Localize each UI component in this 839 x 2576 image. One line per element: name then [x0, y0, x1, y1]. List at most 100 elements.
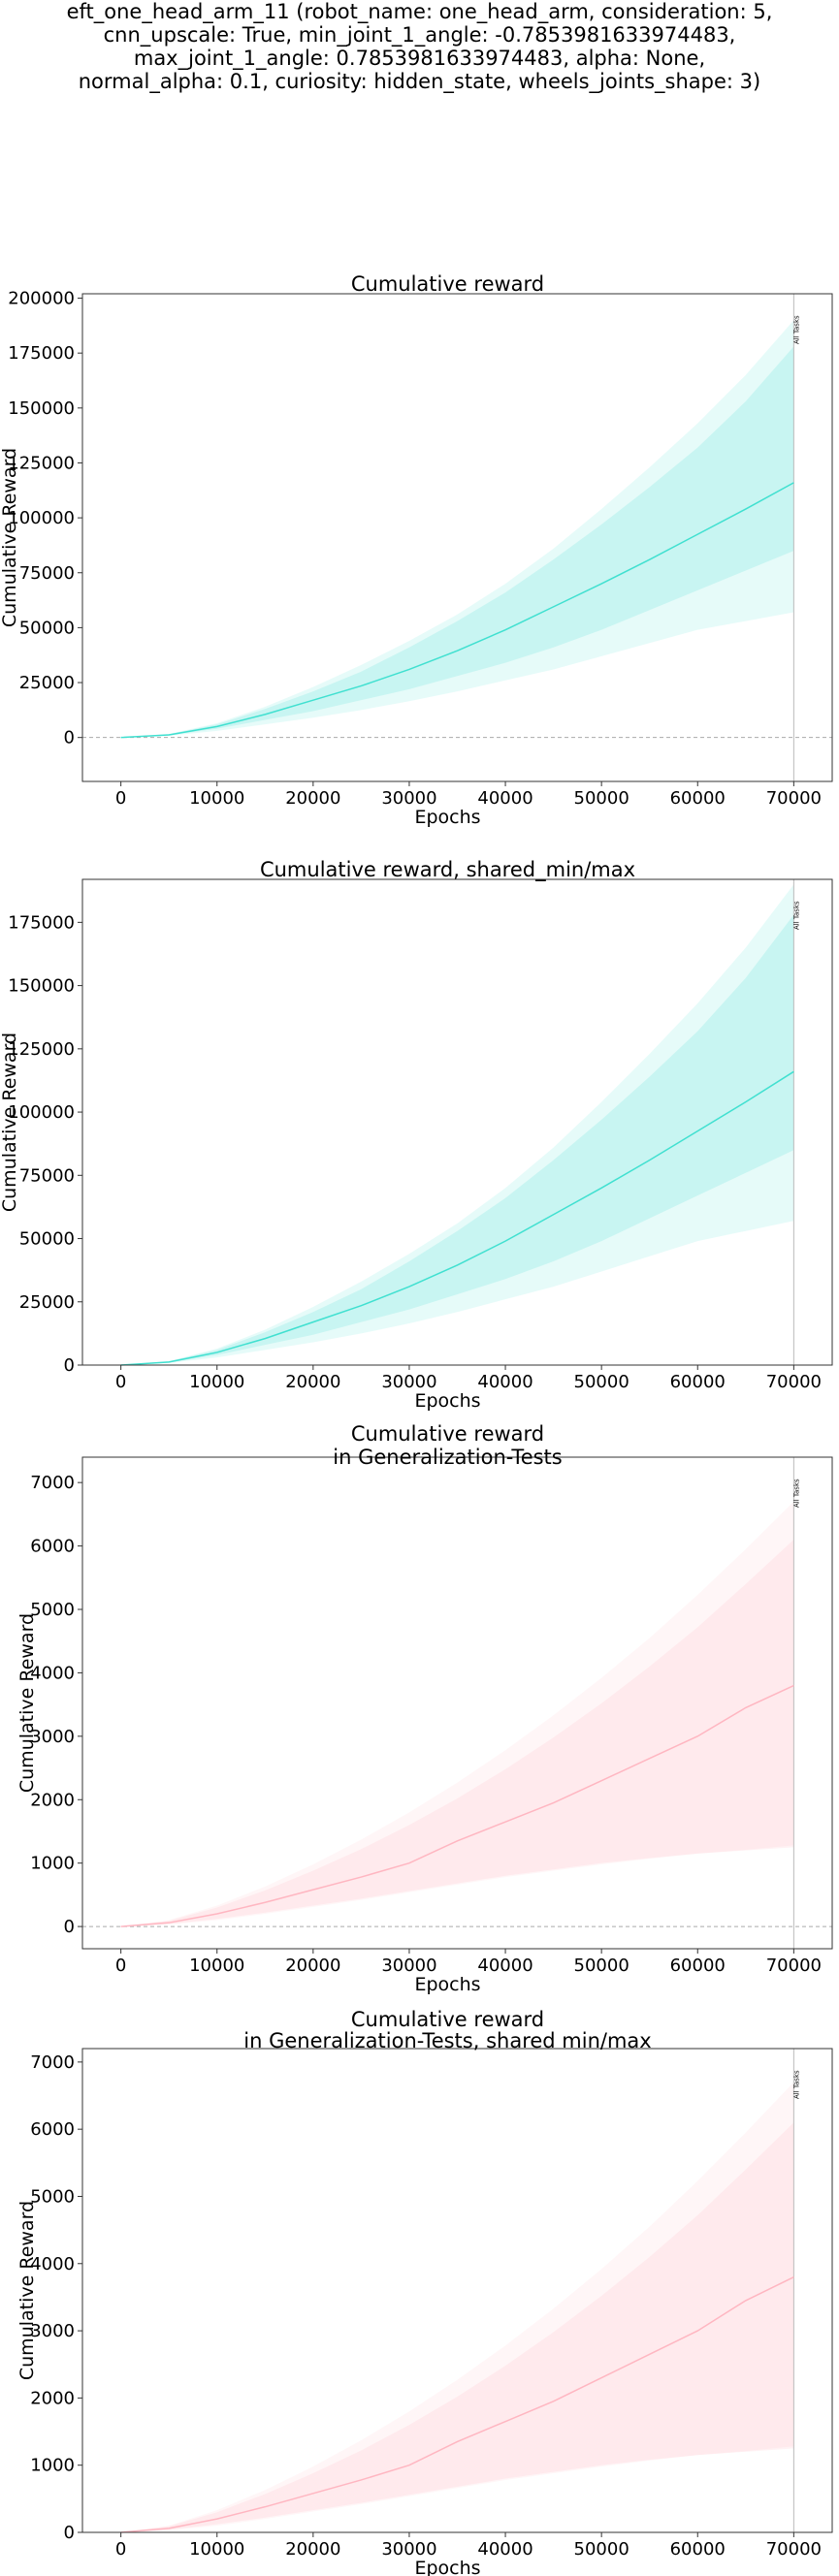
y-tick-label: 25000	[19, 1292, 75, 1313]
y-axis-label: Cumulative Reward	[16, 1613, 38, 1793]
x-tick-label: 10000	[189, 788, 244, 809]
plot-frame	[81, 2048, 833, 2533]
y-tick-label: 1000	[30, 2456, 75, 2476]
x-tick-label: 60000	[670, 1372, 726, 1392]
y-axis-label: Cumulative Reward	[0, 1033, 20, 1212]
all-tasks-label: All Tasks	[792, 1479, 800, 1508]
all-tasks-label: All Tasks	[792, 315, 800, 344]
x-tick-label: 0	[115, 1372, 126, 1392]
x-tick-label: 0	[115, 788, 126, 809]
y-tick-label: 0	[64, 2523, 75, 2543]
y-tick-label: 125000	[8, 453, 75, 473]
suptitle-line: normal_alpha: 0.1, curiosity: hidden_sta…	[78, 70, 761, 93]
x-tick-label: 70000	[766, 2539, 822, 2560]
y-tick-label: 150000	[8, 976, 75, 997]
x-tick-label: 70000	[766, 788, 822, 809]
y-tick-label: 175000	[8, 912, 75, 933]
suptitle-line: eft_one_head_arm_11 (robot_name: one_hea…	[66, 0, 773, 23]
y-tick-label: 200000	[8, 289, 75, 309]
y-tick-label: 3000	[30, 2321, 75, 2341]
y-tick-label: 5000	[30, 1600, 75, 1620]
x-tick-label: 30000	[381, 2539, 436, 2560]
x-axis-label: Epochs	[414, 1974, 480, 1995]
x-tick-label: 20000	[285, 1372, 340, 1392]
x-tick-label: 50000	[574, 1372, 629, 1392]
x-tick-label: 60000	[670, 788, 726, 809]
y-tick-label: 50000	[19, 618, 75, 638]
y-tick-label: 2000	[30, 2388, 75, 2408]
y-tick-label: 150000	[8, 398, 75, 419]
x-tick-label: 10000	[189, 1956, 244, 1976]
y-tick-label: 75000	[19, 1165, 75, 1186]
y-axis-label: Cumulative Reward	[16, 2201, 38, 2380]
plot-frame	[81, 1456, 833, 1950]
x-axis-label: Epochs	[414, 807, 480, 828]
y-tick-label: 0	[64, 1355, 75, 1376]
x-tick-label: 70000	[766, 1956, 822, 1976]
inner-band	[120, 346, 794, 738]
x-tick-label: 30000	[381, 788, 436, 809]
y-tick-label: 50000	[19, 1229, 75, 1250]
outer-band	[120, 884, 794, 1365]
x-tick-label: 60000	[670, 2539, 726, 2560]
x-tick-label: 40000	[477, 1372, 532, 1392]
x-tick-label: 20000	[285, 2539, 340, 2560]
y-axis-label: Cumulative Reward	[0, 448, 20, 627]
chart-2: All Tasks 0 10000 20000 30000 40000 50000 60000…	[0, 858, 833, 1412]
mean-line	[120, 482, 794, 739]
x-tick-label: 70000	[766, 1372, 822, 1392]
outer-band	[120, 2082, 794, 2532]
x-tick-label: 0	[115, 1956, 126, 1976]
chart-title: in Generalization-Tests	[333, 1446, 562, 1469]
chart-title: in Generalization-Tests, shared min/max	[243, 2029, 651, 2052]
x-tick-label: 0	[115, 2539, 126, 2560]
outer-band	[120, 320, 794, 738]
y-tick-label: 2000	[30, 1790, 75, 1810]
suptitle-line: max_joint_1_angle: 0.7853981633974483, a…	[133, 47, 706, 70]
y-tick-label: 4000	[30, 2254, 75, 2274]
x-axis-label: Epochs	[414, 2558, 480, 2576]
mean-line	[120, 1070, 794, 1366]
x-axis-label: Epochs	[414, 1390, 480, 1412]
mean-line	[120, 1684, 794, 1927]
y-tick-label: 5000	[30, 2186, 75, 2207]
y-tick-label: 0	[64, 728, 75, 748]
inner-band	[120, 1540, 794, 1927]
y-tick-label: 3000	[30, 1727, 75, 1747]
y-tick-label: 1000	[30, 1854, 75, 1874]
x-tick-label: 60000	[670, 1956, 726, 1976]
y-tick-label: 6000	[30, 1537, 75, 1557]
y-tick-label: 175000	[8, 343, 75, 364]
x-tick-label: 20000	[285, 788, 340, 809]
x-tick-label: 20000	[285, 1956, 340, 1976]
x-tick-label: 10000	[189, 1372, 244, 1392]
x-tick-label: 50000	[574, 788, 629, 809]
y-tick-label: 125000	[8, 1039, 75, 1060]
y-tick-label: 7000	[30, 2052, 75, 2073]
chart-title: Cumulative reward	[351, 2008, 544, 2031]
outer-band	[120, 1501, 794, 1927]
y-tick-label: 0	[64, 1917, 75, 1937]
y-tick-label: 100000	[8, 508, 75, 528]
y-tick-label: 25000	[19, 673, 75, 693]
plot-frame	[81, 878, 833, 1366]
inner-band	[120, 2122, 794, 2532]
y-tick-label: 4000	[30, 1663, 75, 1683]
y-tick-label: 100000	[8, 1102, 75, 1123]
x-tick-label: 10000	[189, 2539, 244, 2560]
x-tick-label: 50000	[574, 2539, 629, 2560]
all-tasks-label: All Tasks	[792, 901, 800, 930]
plot-frame	[81, 293, 833, 782]
mean-line	[120, 2275, 794, 2533]
chart-1: All Tasks 0 10000 20000 30000 40000 50000 60000…	[0, 272, 833, 828]
y-tick-label: 7000	[30, 1473, 75, 1493]
all-tasks-label: All Tasks	[792, 2070, 800, 2099]
y-tick-label: 6000	[30, 2119, 75, 2140]
suptitle-line: cnn_upscale: True, min_joint_1_angle: -0…	[103, 23, 736, 47]
x-tick-label: 40000	[477, 2539, 532, 2560]
chart-title: Cumulative reward, shared_min/max	[260, 858, 635, 882]
x-tick-label: 30000	[381, 1372, 436, 1392]
